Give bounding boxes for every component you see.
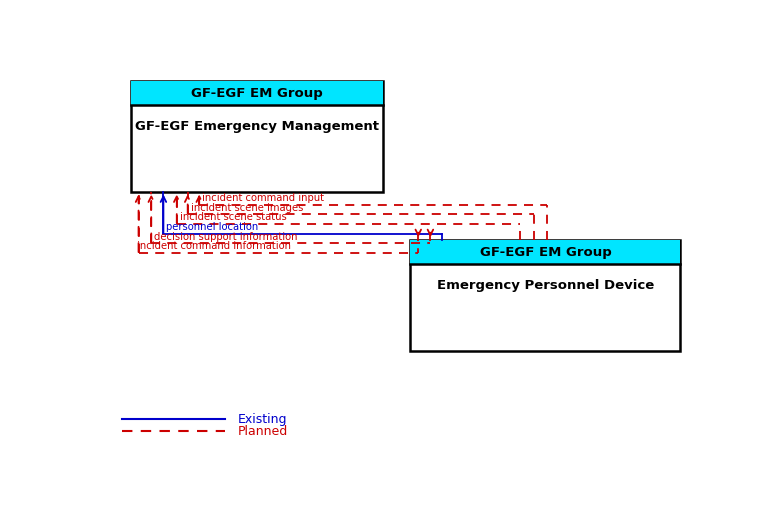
Text: incident scene images: incident scene images — [191, 202, 303, 212]
Text: personnel location: personnel location — [167, 222, 258, 232]
Text: incident command input: incident command input — [202, 193, 324, 203]
Bar — [410, 240, 680, 264]
Text: Planned: Planned — [237, 425, 287, 438]
Text: GF-EGF EM Group: GF-EGF EM Group — [479, 246, 612, 259]
Text: incident command information: incident command information — [137, 241, 291, 251]
Text: incident scene status: incident scene status — [180, 212, 287, 222]
Text: Emergency Personnel Device: Emergency Personnel Device — [437, 279, 654, 292]
Text: GF-EGF Emergency Management: GF-EGF Emergency Management — [135, 120, 379, 133]
Text: GF-EGF EM Group: GF-EGF EM Group — [191, 87, 323, 99]
Bar — [410, 240, 680, 351]
Bar — [132, 81, 383, 105]
Text: Existing: Existing — [237, 413, 287, 426]
Bar — [132, 81, 383, 191]
Text: decision support information: decision support information — [154, 232, 298, 242]
